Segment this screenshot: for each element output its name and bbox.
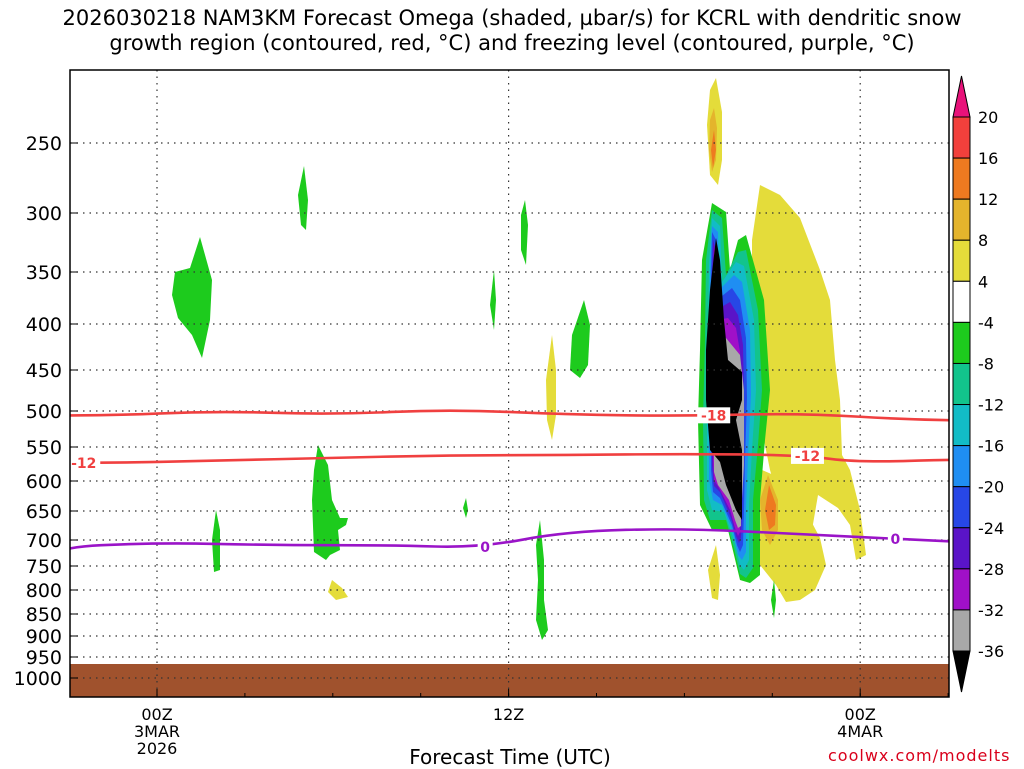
contour-label-bg-1-0 [67, 454, 101, 471]
vertical-gridlines [156, 70, 861, 697]
omega-positive-upper [752, 185, 866, 560]
y-tick-label-300: 300 [26, 203, 62, 225]
omega-neg-patch-c [312, 445, 348, 560]
y-tick-label-450: 450 [26, 360, 62, 382]
x-axis-label: Forecast Time (UTC) [409, 745, 611, 769]
colorbar-bin-4 [952, 280, 971, 323]
colorbar-bin-7 [952, 404, 971, 447]
colorbar-bottom-arrow [952, 650, 971, 693]
colorbar-tick-label-9: -20 [978, 478, 1004, 497]
omega-positive-small2 [708, 545, 720, 600]
contour-label-2-1: 0 [890, 532, 900, 548]
colorbar-tick-label-0: 20 [978, 108, 998, 127]
colorbar-tick-label-4: 4 [978, 272, 988, 291]
colorbar-tick-label-6: -8 [978, 354, 994, 373]
colorbar-bin-2 [952, 198, 971, 241]
omega-neg-patch-e [490, 270, 496, 330]
omega-neg-patch-g [212, 510, 220, 572]
colorbar-bin-6 [952, 362, 971, 406]
colorbar-bin-5 [952, 321, 971, 364]
contour-label-bg-0-0 [697, 407, 731, 424]
colorbar-tick-label-2: 12 [978, 190, 998, 209]
omega-neg-patch-d [521, 200, 528, 265]
colorbar-bin-10 [952, 527, 971, 570]
contour-label-1-1: -12 [795, 449, 820, 465]
x-tick-label-0-0: 00Z [141, 705, 172, 724]
contour-label-bg-2-0 [477, 538, 493, 555]
colorbar-bin-9 [952, 486, 971, 529]
contour-label-2-0: 0 [480, 540, 490, 556]
y-tick-label-350: 350 [26, 262, 62, 284]
contour-line-2 [70, 528, 949, 550]
contour-label-0-0: -18 [701, 408, 726, 424]
contour-label-bg-1-1 [790, 447, 824, 464]
y-tick-label-650: 650 [26, 501, 62, 523]
y-tick-label-550: 550 [26, 437, 62, 459]
contour-line-0 [70, 409, 949, 422]
shading-layer [70, 78, 949, 697]
y-tick-label-250: 250 [26, 133, 62, 155]
contour-label-1-0: -12 [71, 456, 96, 472]
colorbar-tick-label-11: -28 [978, 560, 1004, 579]
omega-12-16-jet [711, 130, 716, 168]
colorbar-bin-0 [952, 116, 971, 159]
x-tick-label-2-1: 4MAR [837, 722, 883, 741]
surface-terrain [70, 664, 949, 697]
y-tick-label-750: 750 [26, 556, 62, 578]
colorbar-tick-label-3: 8 [978, 231, 988, 250]
colorbar-bin-8 [952, 445, 971, 488]
x-tick-label-1-0: 12Z [493, 705, 524, 724]
x-tick-label-0-1: 3MAR [134, 722, 180, 741]
x-tick-label-2-0: 00Z [845, 705, 876, 724]
omega-neg-patch-j [771, 580, 776, 618]
contour-label-bg-2-1 [887, 530, 903, 547]
colorbar-tick-label-1: 16 [978, 149, 998, 168]
omega-neg-36 [706, 238, 742, 520]
y-tick-label-600: 600 [26, 471, 62, 493]
colorbar-tick-label-5: -4 [978, 313, 994, 332]
omega-neg-patch-h [536, 520, 548, 640]
omega-neg-patch-b [298, 166, 308, 230]
colorbar-tick-label-7: -12 [978, 396, 1004, 415]
colorbar: 20 16 12 8 4 -4 -8 -12 -16 -20 -24 -28 -32 -36 [952, 75, 1004, 693]
y-axis: 2503003504004505005506006507007508008509… [14, 133, 78, 690]
y-tick-label-900: 900 [26, 626, 62, 648]
colorbar-tick-label-10: -24 [978, 519, 1004, 538]
colorbar-tick-label-13: -36 [978, 642, 1004, 661]
x-tick-label-0-2: 2026 [137, 739, 178, 758]
omega-neg-patch-a [172, 237, 212, 358]
contour-layer [70, 409, 949, 550]
credit-text: coolwx.com/modelts [828, 746, 1011, 765]
omega-12-16-lower [765, 485, 776, 530]
colorbar-bin-11 [952, 568, 971, 611]
colorbar-bin-12 [952, 609, 971, 652]
y-tick-label-700: 700 [26, 530, 62, 552]
contour-label-layer: -18-18-12-12-12000 [67, 407, 903, 556]
y-tick-label-850: 850 [26, 604, 62, 626]
contour-line-1 [70, 452, 949, 464]
omega-neg-patch-i [463, 498, 468, 518]
colorbar-bin-1 [952, 157, 971, 200]
y-tick-label-800: 800 [26, 580, 62, 602]
colorbar-top-arrow [952, 75, 971, 118]
omega-neg-patch-f [570, 300, 590, 378]
x-axis: 00Z3MAR202612Z00Z4MAR12Z00Z5MAR [134, 689, 949, 758]
chart-title-line2: growth region (contoured, red, °C) and f… [109, 31, 915, 55]
y-tick-label-950: 950 [26, 647, 62, 669]
y-tick-label-500: 500 [26, 401, 62, 423]
colorbar-tick-label-8: -16 [978, 437, 1004, 456]
omega-positive-small3 [328, 580, 348, 600]
colorbar-tick-label-12: -32 [978, 601, 1004, 620]
y-tick-label-1000: 1000 [14, 668, 62, 690]
colorbar-bin-3 [952, 239, 971, 282]
chart-title-line1: 2026030218 NAM3KM Forecast Omega (shaded… [62, 6, 962, 30]
plot-frame [69, 69, 950, 698]
y-tick-label-400: 400 [26, 314, 62, 336]
